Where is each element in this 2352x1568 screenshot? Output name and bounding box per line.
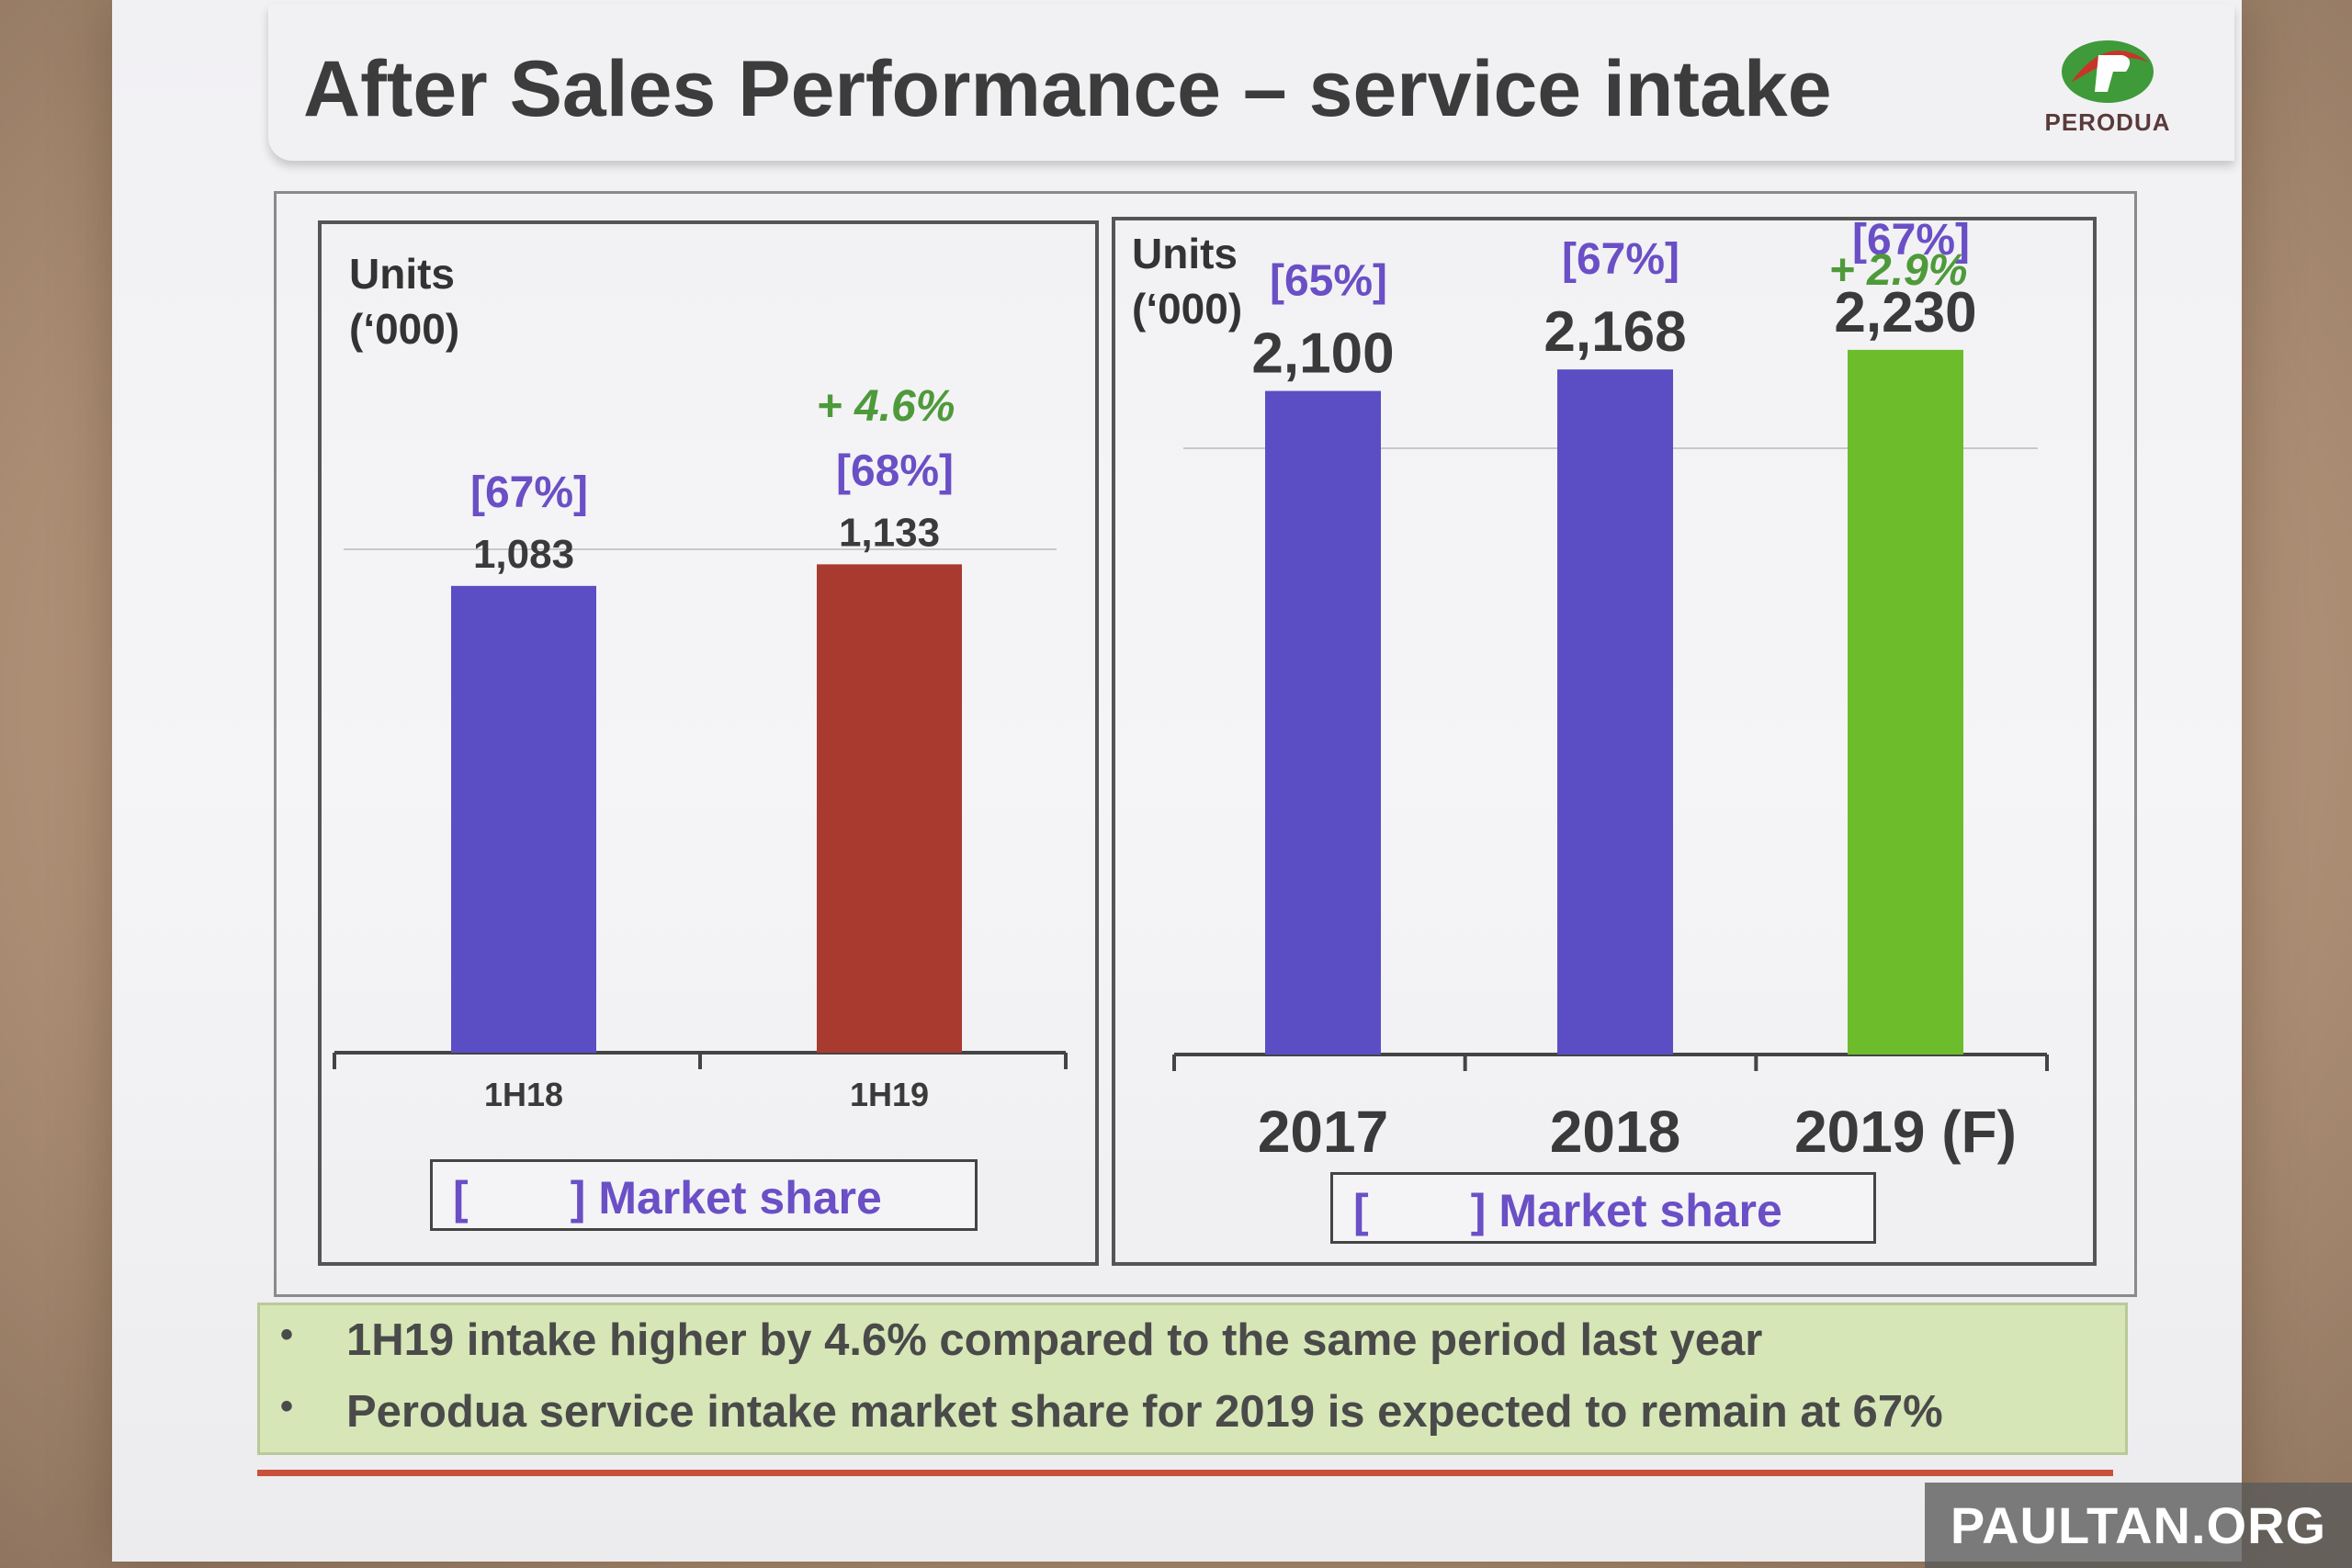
bullet-icon: • [280,1386,294,1427]
perodua-logo-icon [2062,40,2154,103]
data-label-left-1: 1,133 [839,510,940,555]
chart-panel-right [1112,217,2097,1266]
accent-line [257,1470,2113,1476]
bullet-icon: • [280,1314,294,1355]
charts-frame [274,191,2137,1297]
ylabel-right: Units (‘000) [1132,226,1242,336]
bar-left-1 [817,564,962,1053]
logo-text: PERODUA [2044,108,2171,136]
legend-right: [ ] Market share [1330,1172,1876,1244]
share-label-right-1: [67%] [1562,235,1679,284]
category-label-right-0: 2017 [1258,1099,1388,1165]
ylabel-left-line1: Units [349,250,455,298]
ylabel-right-line2: (‘000) [1132,285,1243,333]
data-label-right-1: 2,168 [1544,300,1686,364]
watermark: PAULTAN.ORG [1925,1483,2352,1568]
growth-label-left: + 4.6% [817,382,956,431]
bar-left-0 [451,585,596,1053]
data-label-right-0: 2,100 [1251,322,1394,386]
growth-label-right: + 2.9% [1829,246,1968,295]
category-label-left-0: 1H18 [484,1076,563,1113]
share-label-right-0: [65%] [1270,257,1387,306]
share-label-right-2: [67%] [1852,216,1970,265]
legend-left: [ ] Market share [430,1159,978,1231]
title-bar [268,5,2234,161]
ylabel-left: Units (‘000) [349,246,459,356]
note-text: Perodua service intake market share for … [346,1387,1943,1437]
notes-box: • 1H19 intake higher by 4.6% compared to… [257,1303,2128,1455]
share-label-left-0: [67%] [470,468,588,517]
category-label-right-2: 2019 (F) [1794,1099,2017,1165]
bar-right-2 [1848,349,1963,1055]
category-label-right-1: 2018 [1550,1099,1680,1165]
category-label-left-1: 1H19 [850,1076,929,1113]
share-label-left-1: [68%] [836,446,954,495]
chart-panel-left [318,220,1099,1266]
data-label-right-2: 2,230 [1834,281,1976,344]
page-title: After Sales Performance – service intake [303,45,1832,133]
ylabel-right-line1: Units [1132,230,1238,277]
bar-right-1 [1557,369,1673,1055]
ylabel-left-line2: (‘000) [349,305,460,353]
data-label-left-0: 1,083 [473,532,574,577]
note-text: 1H19 intake higher by 4.6% compared to t… [346,1315,1763,1365]
bar-right-0 [1265,390,1381,1055]
